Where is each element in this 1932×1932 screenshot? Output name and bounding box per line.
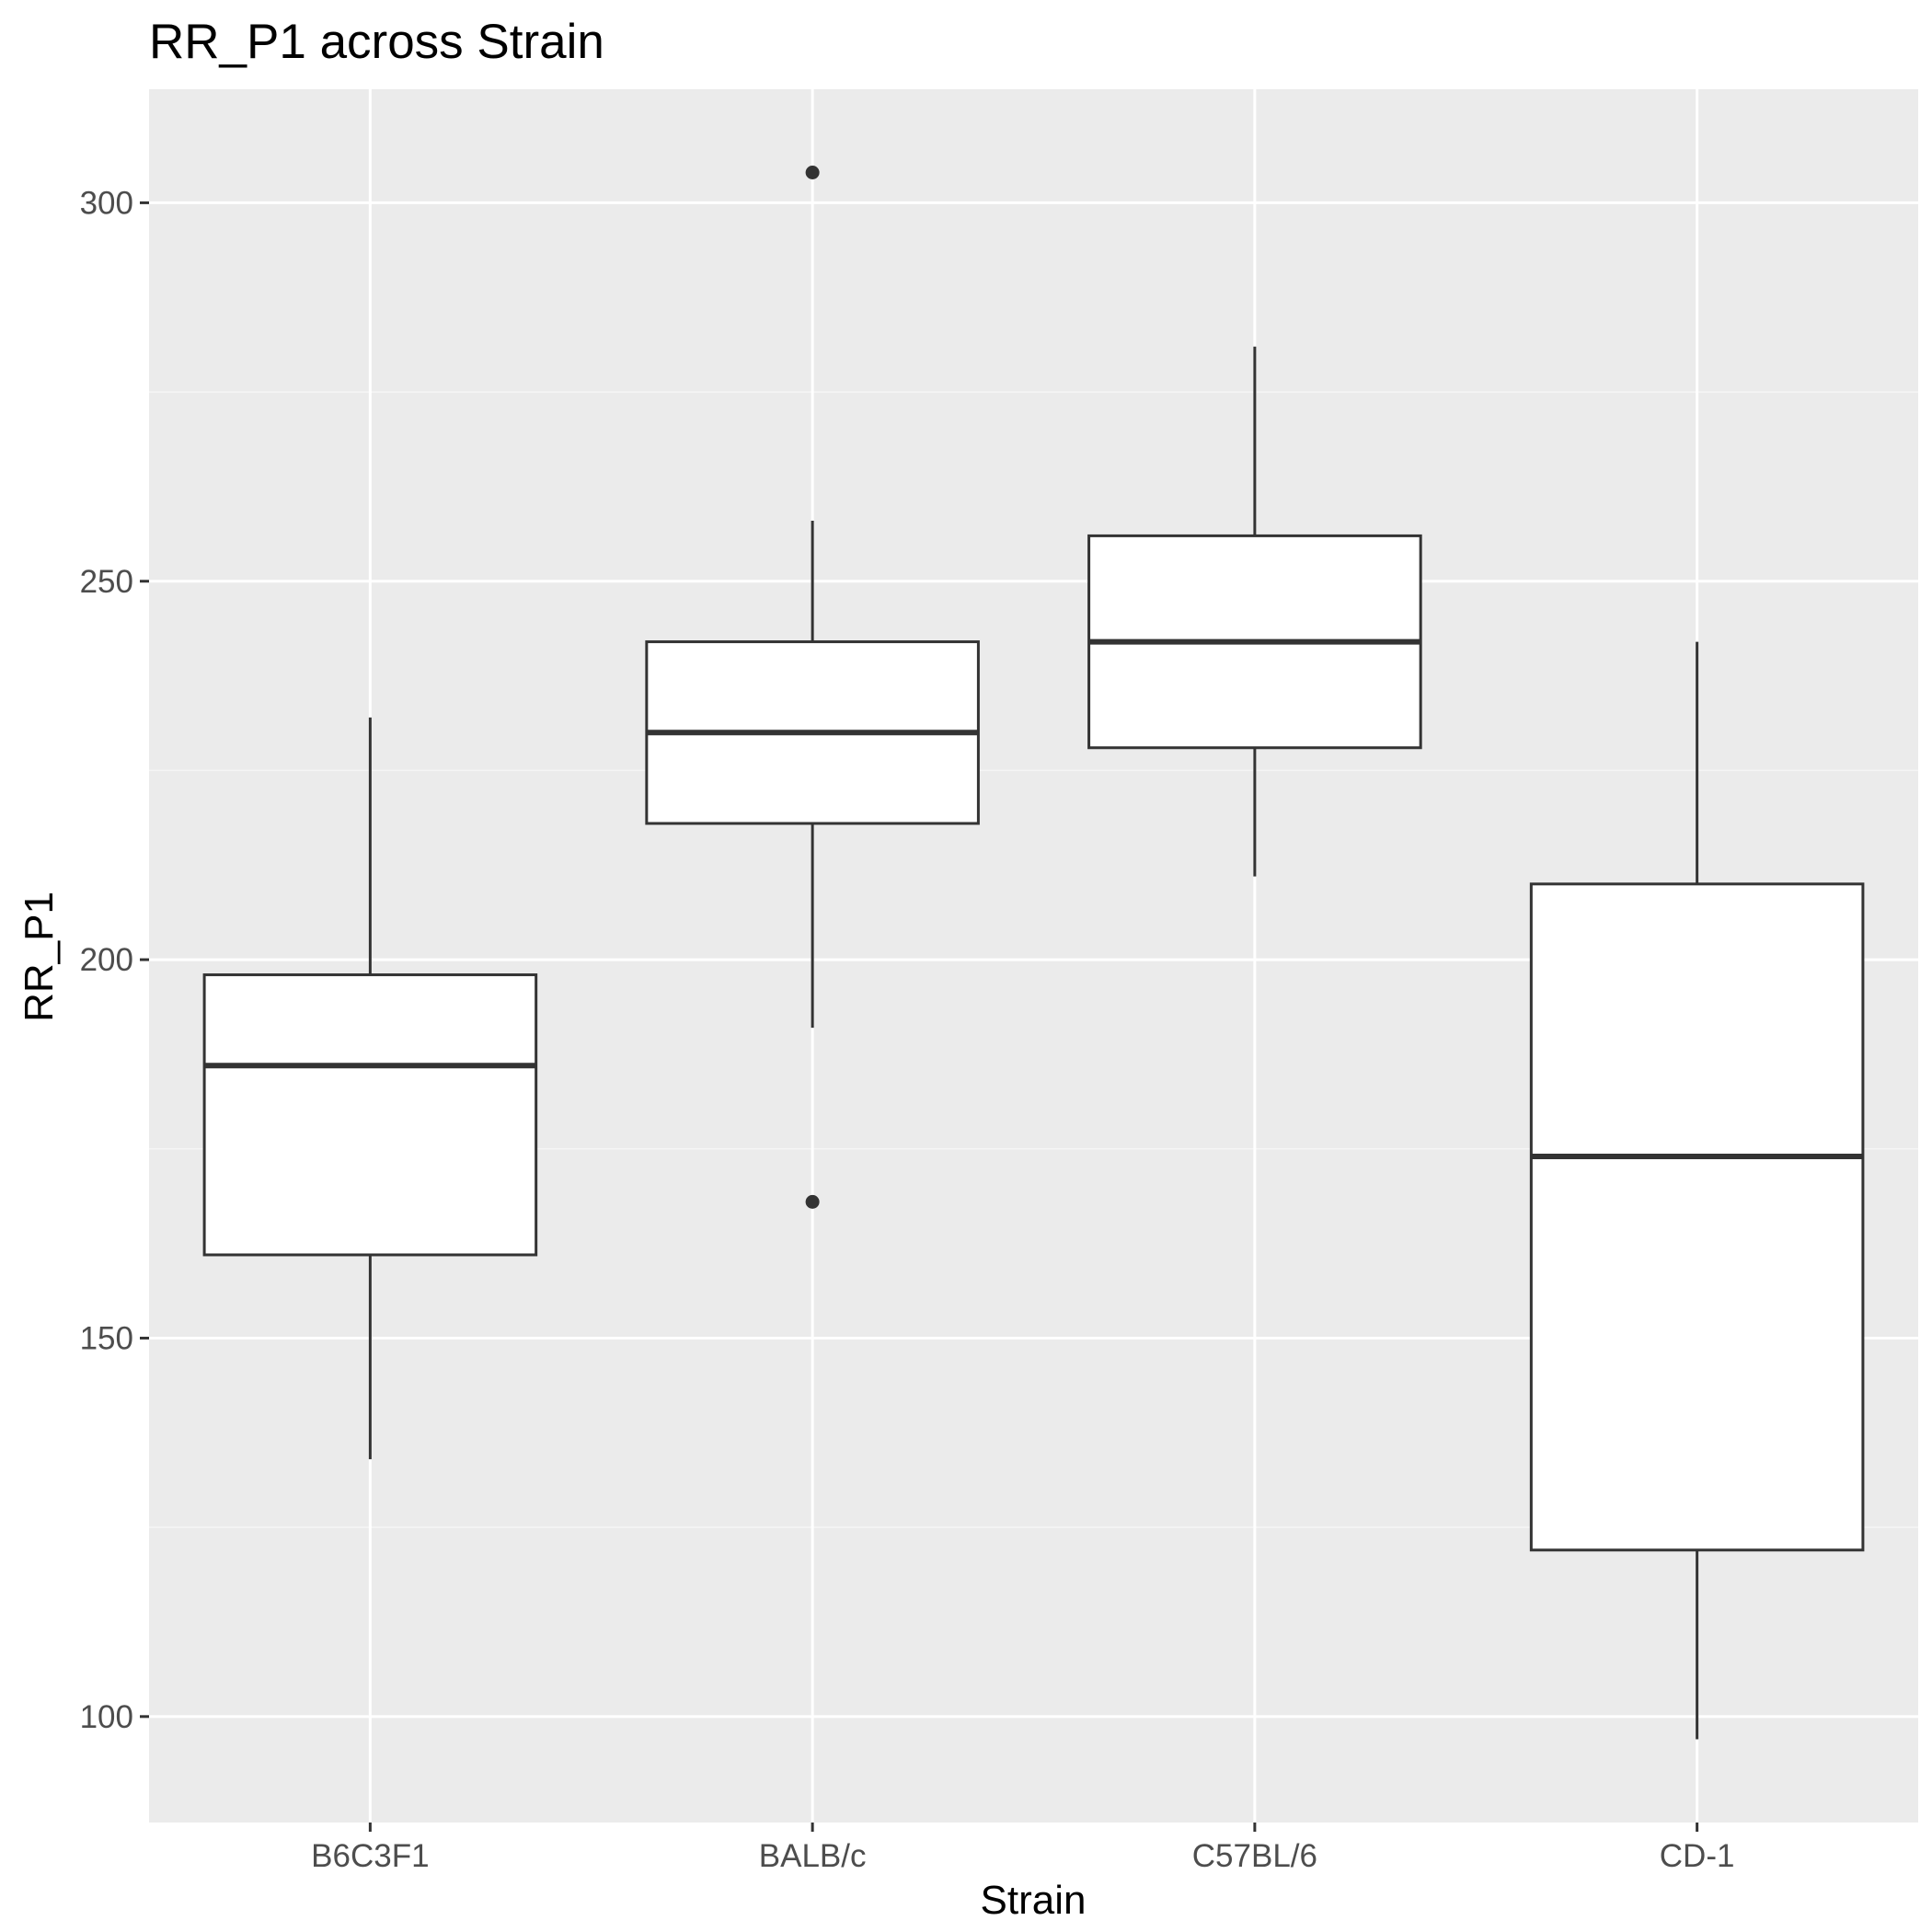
box-iqr <box>202 973 538 1257</box>
y-tick-label: 100 <box>80 1699 133 1735</box>
box-iqr <box>1529 882 1865 1552</box>
box-group <box>1529 641 1865 1740</box>
box-marks <box>202 165 1865 1740</box>
y-axis-title: RR_P1 <box>17 891 62 1022</box>
y-tick-label: 250 <box>80 564 133 600</box>
outlier-point <box>805 1194 820 1209</box>
y-tick-label: 200 <box>80 942 133 978</box>
outlier-point <box>805 165 820 179</box>
x-tick-label: BALB/c <box>759 1838 867 1874</box>
y-tick-label: 300 <box>80 185 133 221</box>
x-tick-label: B6C3F1 <box>311 1838 429 1874</box>
box-group <box>645 165 980 1209</box>
x-tick-label: CD-1 <box>1660 1838 1735 1874</box>
box-group <box>1087 346 1422 877</box>
y-tick-label: 150 <box>80 1320 133 1356</box>
x-tick-label: C57BL/6 <box>1192 1838 1317 1874</box>
x-axis-title: Strain <box>981 1878 1087 1923</box>
axes: 100 150 200 250 300 B6C3F1 BALB/c C57BL/6 CD-1 <box>80 185 1735 1874</box>
box-group <box>202 717 538 1460</box>
chart-title: RR_P1 across Strain <box>149 15 604 69</box>
